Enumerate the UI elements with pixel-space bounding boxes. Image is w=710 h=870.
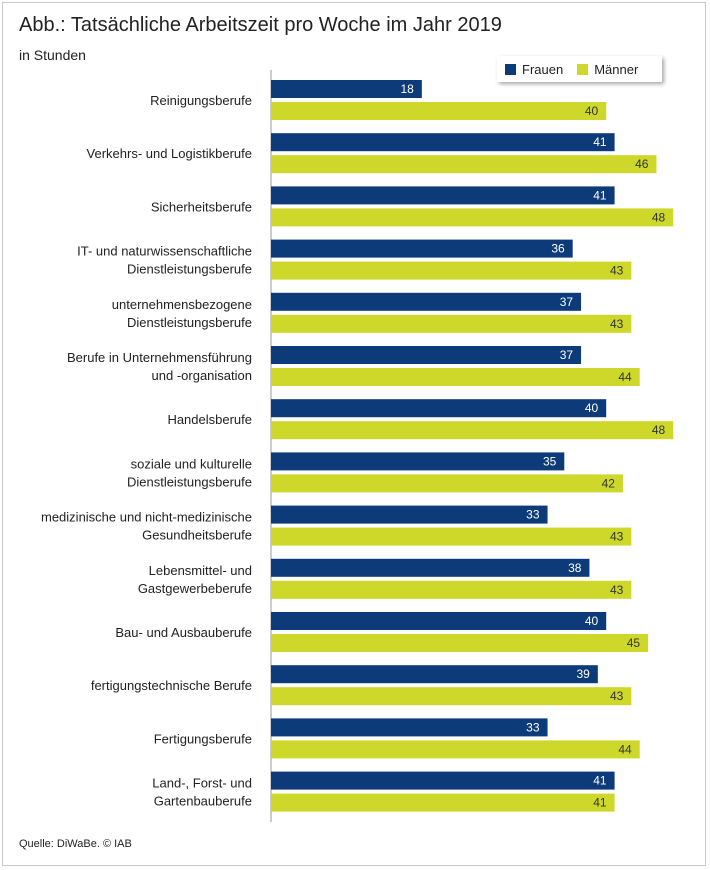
value-label-frauen: 41: [593, 135, 607, 149]
value-label-frauen: 33: [526, 508, 540, 522]
value-label-maenner: 43: [610, 317, 624, 331]
value-label-frauen: 35: [543, 454, 557, 468]
bar-frauen: [271, 186, 615, 205]
category-label: Gartenbauberufe: [154, 794, 252, 809]
bar-frauen: [271, 399, 607, 418]
category-label: Handelsberufe: [167, 412, 252, 427]
bar-maenner: [271, 368, 640, 386]
value-label-frauen: 40: [585, 401, 599, 415]
value-label-maenner: 42: [602, 476, 616, 490]
category-label: Reinigungsberufe: [150, 93, 252, 108]
value-label-frauen: 33: [526, 720, 540, 734]
bar-maenner: [271, 634, 649, 652]
bar-frauen: [271, 346, 582, 364]
value-label-maenner: 48: [652, 423, 666, 437]
category-label: IT- und naturwissenschaftliche: [77, 244, 252, 259]
bar-maenner: [271, 580, 632, 599]
value-label-maenner: 43: [610, 689, 624, 703]
category-label: Fertigungsberufe: [154, 731, 252, 746]
category-label: unternehmensbezogene: [112, 297, 252, 312]
bar-maenner: [271, 314, 632, 333]
value-label-frauen: 41: [593, 774, 607, 788]
value-label-frauen: 18: [400, 82, 414, 96]
value-label-maenner: 43: [610, 530, 624, 544]
bar-frauen: [271, 718, 548, 737]
category-label: Dienstleistungsberufe: [127, 262, 252, 277]
value-label-maenner: 44: [618, 370, 632, 384]
value-label-frauen: 37: [560, 348, 574, 362]
bar-frauen: [271, 505, 548, 524]
category-label: medizinische und nicht-medizinische: [41, 510, 252, 525]
legend-swatch-frauen: [505, 63, 516, 75]
legend-label-frauen: Frauen: [522, 61, 564, 77]
value-label-frauen: 39: [576, 667, 590, 681]
value-label-maenner: 43: [610, 583, 624, 597]
bar-frauen: [271, 80, 422, 98]
bar-frauen: [271, 612, 607, 630]
bar-frauen: [271, 239, 573, 258]
value-label-maenner: 44: [618, 742, 632, 756]
bar-maenner: [271, 261, 632, 280]
legend-label-maenner: Männer: [594, 61, 639, 77]
bar-frauen: [271, 558, 590, 577]
value-label-frauen: 38: [568, 561, 582, 575]
chart-legend: Frauen Männer: [497, 56, 662, 82]
category-label: Dienstleistungsberufe: [127, 474, 252, 489]
source-note: Quelle: DiWaBe. © IAB: [19, 838, 132, 850]
category-label: Dienstleistungsberufe: [127, 315, 252, 330]
value-label-maenner: 45: [627, 636, 641, 650]
value-label-maenner: 46: [635, 157, 649, 171]
value-label-frauen: 41: [593, 188, 607, 202]
bar-maenner: [271, 208, 674, 227]
value-label-maenner: 43: [610, 264, 624, 278]
value-label-maenner: 48: [652, 210, 666, 224]
bar-maenner: [271, 527, 632, 546]
value-label-maenner: 41: [593, 796, 607, 810]
bar-maenner: [271, 102, 607, 120]
bar-maenner: [271, 474, 623, 493]
value-label-frauen: 36: [551, 242, 565, 256]
value-label-frauen: 40: [585, 614, 599, 628]
bar-maenner: [271, 740, 640, 759]
bar-frauen: [271, 452, 565, 471]
chart-subtitle: in Stunden: [19, 47, 86, 63]
bar-frauen: [271, 665, 598, 684]
value-label-maenner: 40: [585, 104, 599, 118]
bar-frauen: [271, 292, 582, 311]
legend-item-maenner: Männer: [577, 62, 638, 77]
bar-maenner: [271, 155, 657, 174]
category-label: Gastgewerbeberufe: [138, 581, 252, 596]
category-label: Berufe in Unternehmensführung: [67, 350, 252, 365]
bar-maenner: [271, 687, 632, 706]
category-label: Sicherheitsberufe: [151, 199, 252, 214]
category-label: Gesundheitsberufe: [142, 528, 252, 543]
category-label: Lebensmittel- und: [149, 563, 252, 578]
bar-maenner: [271, 793, 615, 812]
bar-frauen: [271, 133, 615, 152]
category-label: Bau- und Ausbauberufe: [115, 625, 252, 640]
category-label: soziale und kulturelle: [131, 456, 252, 471]
category-label: Verkehrs- und Logistikberufe: [87, 146, 252, 161]
category-label: fertigungstechnische Berufe: [91, 678, 252, 693]
legend-swatch-maenner: [577, 63, 589, 75]
bar-maenner: [271, 421, 674, 440]
category-label: Land-, Forst- und: [152, 776, 252, 791]
value-label-frauen: 37: [560, 295, 574, 309]
chart-title: Abb.: Tatsächliche Arbeitszeit pro Woche…: [19, 14, 502, 36]
legend-item-frauen: Frauen: [505, 62, 563, 77]
bar-frauen: [271, 771, 615, 790]
category-label: und -organisation: [152, 368, 252, 383]
